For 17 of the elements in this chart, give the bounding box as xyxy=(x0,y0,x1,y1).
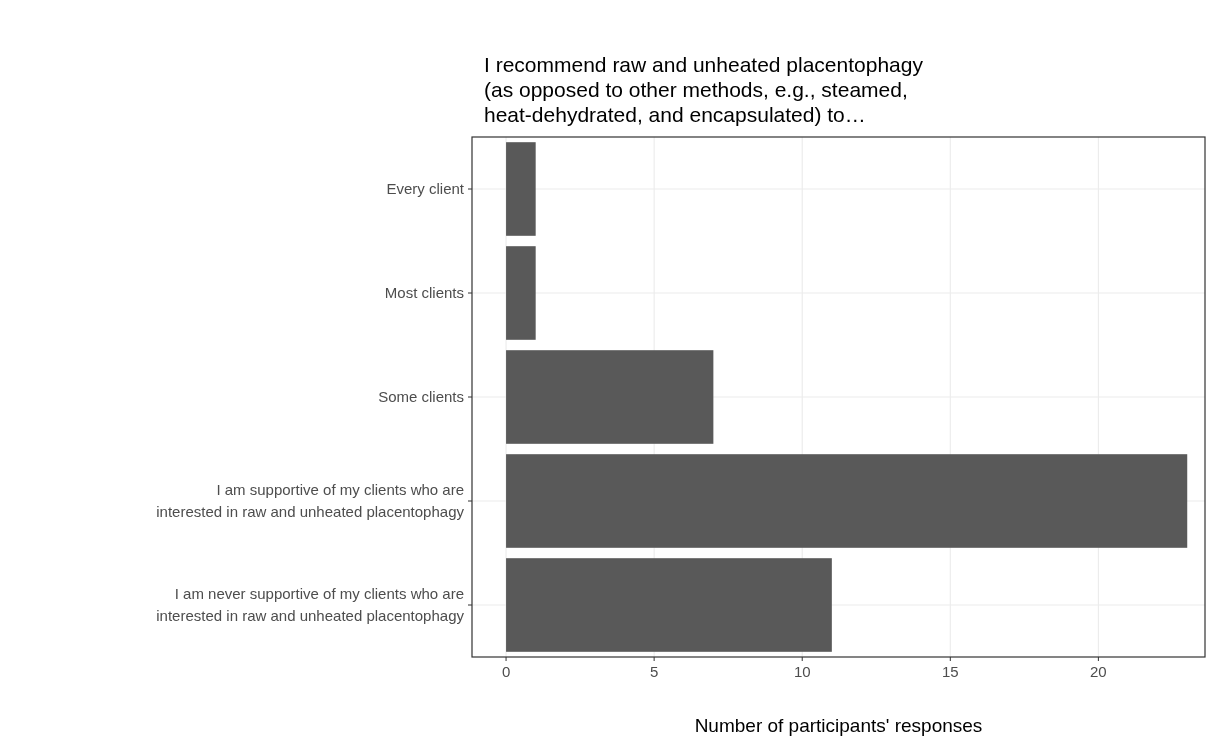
y-tick-label: Most clients xyxy=(384,284,464,301)
y-tick-label: I am supportive of my clients who are interested in raw and unheated placentophagy xyxy=(156,481,465,520)
x-tick-label: 0 xyxy=(501,663,511,680)
x-tick-label: 20 xyxy=(1090,663,1107,680)
x-tick-label: 5 xyxy=(649,663,659,680)
x-tick-label: 15 xyxy=(941,663,959,680)
chart-title: I recommend raw and unheated placentophagy (as opposed to other methods, e.g., steamed, heat-dehydrated, and encapsulated) to… xyxy=(484,53,924,126)
x-tick-label: 10 xyxy=(793,663,811,680)
y-tick-label: Every client xyxy=(386,180,465,197)
x-axis-title: Number of participants' responses xyxy=(694,715,983,736)
bar xyxy=(506,246,536,340)
y-tick-label: I am never supportive of my clients who are interested in raw and unheated placentophagy xyxy=(156,585,465,624)
bar xyxy=(506,454,1188,548)
bar xyxy=(506,142,536,236)
bar xyxy=(506,350,714,444)
y-tick-label: Some clients xyxy=(378,388,464,405)
bar xyxy=(506,558,832,652)
